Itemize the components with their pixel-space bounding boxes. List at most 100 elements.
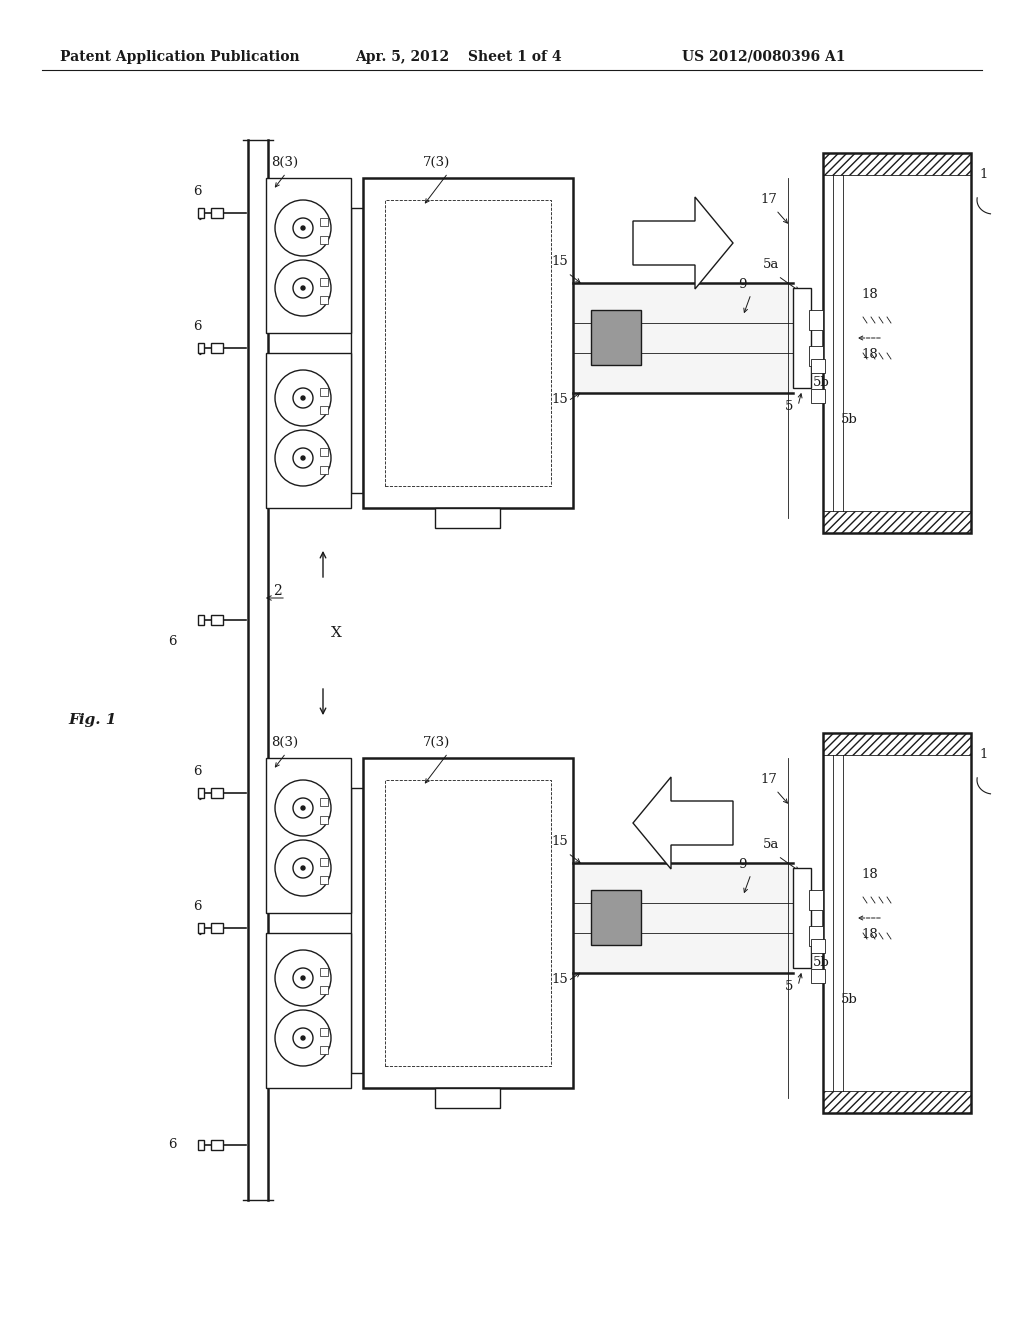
Text: 5: 5 bbox=[785, 400, 794, 413]
Bar bbox=[351, 209, 362, 492]
Bar bbox=[591, 310, 641, 366]
Text: 17: 17 bbox=[760, 774, 777, 785]
Text: Fig. 1: Fig. 1 bbox=[68, 713, 117, 727]
Bar bbox=[198, 923, 204, 933]
Bar bbox=[823, 733, 971, 755]
Bar bbox=[319, 858, 328, 866]
Text: 7(3): 7(3) bbox=[423, 156, 451, 169]
Circle shape bbox=[275, 430, 331, 486]
Text: 5: 5 bbox=[785, 979, 794, 993]
Bar bbox=[809, 310, 823, 330]
Bar bbox=[198, 209, 204, 218]
Circle shape bbox=[293, 218, 313, 238]
Text: 7(3): 7(3) bbox=[423, 737, 451, 748]
Circle shape bbox=[293, 968, 313, 987]
Bar bbox=[362, 178, 573, 508]
Bar bbox=[211, 209, 223, 218]
Bar bbox=[809, 927, 823, 946]
Circle shape bbox=[293, 1028, 313, 1048]
Bar bbox=[319, 816, 328, 824]
Bar bbox=[319, 388, 328, 396]
Circle shape bbox=[293, 279, 313, 298]
Text: Sheet 1 of 4: Sheet 1 of 4 bbox=[468, 50, 561, 63]
Circle shape bbox=[275, 260, 331, 315]
Circle shape bbox=[293, 388, 313, 408]
Text: 18: 18 bbox=[861, 869, 878, 880]
Bar bbox=[319, 218, 328, 226]
Text: 9: 9 bbox=[738, 279, 746, 290]
Polygon shape bbox=[633, 197, 733, 289]
Bar bbox=[435, 1088, 500, 1107]
Bar bbox=[198, 1140, 204, 1150]
Circle shape bbox=[293, 447, 313, 469]
Circle shape bbox=[293, 799, 313, 818]
Text: 18: 18 bbox=[861, 288, 878, 301]
Bar bbox=[573, 863, 793, 973]
Bar bbox=[211, 788, 223, 799]
Circle shape bbox=[293, 858, 313, 878]
Bar bbox=[823, 511, 971, 533]
Bar bbox=[573, 282, 793, 393]
Bar bbox=[211, 615, 223, 624]
Bar bbox=[319, 968, 328, 975]
Bar bbox=[362, 758, 573, 1088]
Text: 18: 18 bbox=[861, 348, 878, 360]
Circle shape bbox=[275, 1010, 331, 1067]
Polygon shape bbox=[633, 777, 733, 869]
Text: 6: 6 bbox=[193, 766, 202, 777]
Circle shape bbox=[301, 286, 305, 290]
Bar bbox=[319, 296, 328, 304]
Text: 6: 6 bbox=[168, 1138, 176, 1151]
Bar bbox=[319, 1028, 328, 1036]
Bar bbox=[823, 733, 971, 1113]
Bar bbox=[319, 466, 328, 474]
Bar bbox=[809, 346, 823, 366]
Bar bbox=[319, 279, 328, 286]
Text: 15: 15 bbox=[551, 255, 567, 268]
Text: 17: 17 bbox=[760, 193, 777, 206]
Bar bbox=[319, 447, 328, 455]
Circle shape bbox=[275, 780, 331, 836]
Text: Apr. 5, 2012: Apr. 5, 2012 bbox=[355, 50, 450, 63]
Bar bbox=[811, 389, 825, 403]
Bar bbox=[811, 969, 825, 983]
Text: 15: 15 bbox=[551, 393, 567, 407]
Bar bbox=[435, 508, 500, 528]
Circle shape bbox=[275, 950, 331, 1006]
Text: 4: 4 bbox=[805, 888, 813, 902]
Text: 1: 1 bbox=[979, 168, 987, 181]
Bar bbox=[823, 153, 971, 176]
Text: 2: 2 bbox=[273, 583, 282, 598]
Bar bbox=[266, 933, 351, 1088]
Text: 4: 4 bbox=[805, 308, 813, 321]
Text: 5a: 5a bbox=[763, 838, 779, 851]
Text: 5b: 5b bbox=[841, 993, 858, 1006]
Text: US 2012/0080396 A1: US 2012/0080396 A1 bbox=[682, 50, 846, 63]
Bar bbox=[319, 407, 328, 414]
Bar bbox=[266, 758, 351, 913]
Circle shape bbox=[275, 840, 331, 896]
Circle shape bbox=[301, 866, 305, 870]
Circle shape bbox=[301, 396, 305, 400]
Bar bbox=[385, 780, 551, 1067]
Bar bbox=[198, 788, 204, 799]
Text: 5b: 5b bbox=[813, 956, 829, 969]
Text: 15: 15 bbox=[551, 973, 567, 986]
Bar bbox=[811, 359, 825, 374]
Bar bbox=[591, 890, 641, 945]
Text: 4: 4 bbox=[793, 293, 802, 306]
Bar bbox=[809, 890, 823, 909]
Circle shape bbox=[301, 226, 305, 230]
Bar bbox=[319, 1045, 328, 1053]
Circle shape bbox=[275, 201, 331, 256]
Bar bbox=[351, 788, 362, 1073]
Bar bbox=[793, 288, 811, 388]
Bar bbox=[385, 201, 551, 486]
Text: 6: 6 bbox=[168, 635, 176, 648]
Bar bbox=[211, 923, 223, 933]
Text: 18: 18 bbox=[861, 928, 878, 941]
Text: 5b: 5b bbox=[813, 376, 829, 389]
Bar bbox=[319, 986, 328, 994]
Text: 5a: 5a bbox=[763, 257, 779, 271]
Bar bbox=[319, 236, 328, 244]
